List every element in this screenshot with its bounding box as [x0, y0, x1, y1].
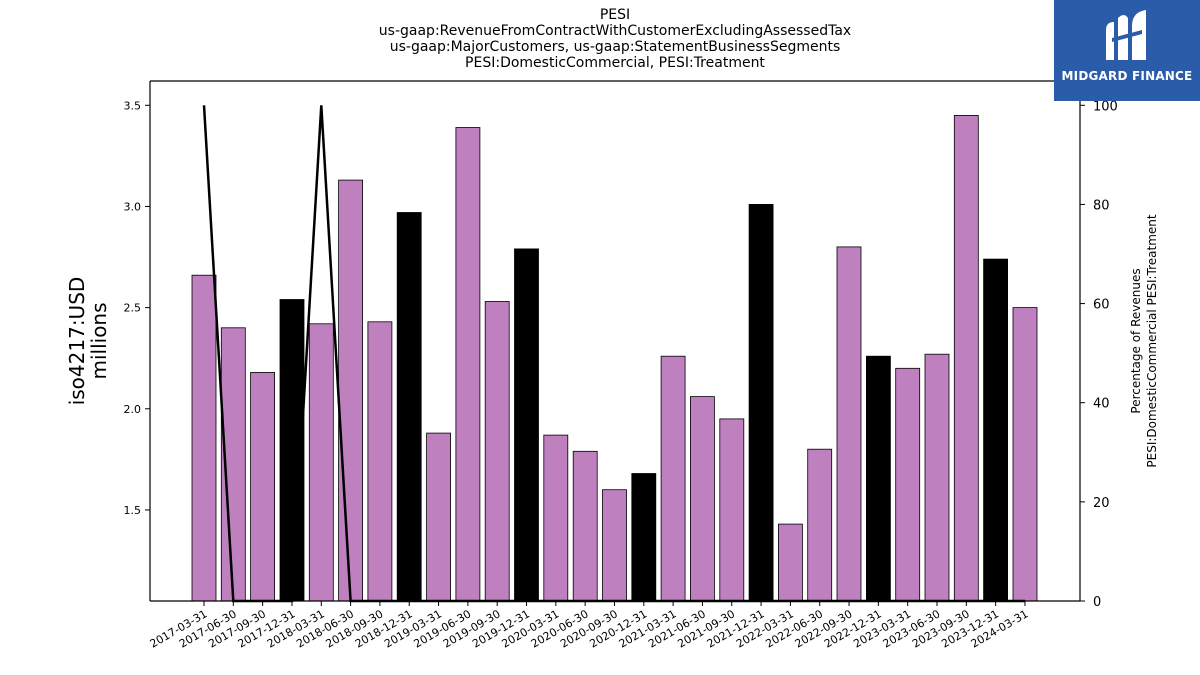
bar [866, 355, 891, 602]
y2-tick-label: 0 [1093, 595, 1101, 610]
bar [778, 523, 803, 602]
y2-tick-label: 100 [1093, 99, 1118, 114]
bar [631, 473, 657, 602]
bar [543, 434, 569, 602]
y-axis-label: iso4217:USDmillions [65, 277, 111, 406]
bar [191, 274, 217, 602]
bar [426, 432, 452, 602]
y-tick-label: 3.0 [124, 200, 142, 213]
chart-title-line-2: us-gaap:RevenueFromContractWithCustomerE… [378, 23, 852, 39]
chart-title-line-4: PESI:DomesticCommercial, PESI:Treatment [465, 55, 765, 71]
bar [983, 258, 1008, 602]
chart-title-line-3: us-gaap:MajorCustomers, us-gaap:Statemen… [389, 39, 841, 55]
bar [1012, 307, 1038, 602]
bar [367, 321, 393, 602]
chart-title-line-1: PESI [599, 7, 631, 23]
brand-name: MIDGARD FINANCE [1061, 69, 1193, 83]
y2-axis-label-line: PESI:DomesticCommercial PESI:Treatment [1145, 214, 1159, 468]
brand-logo: MIDGARD FINANCE [1054, 0, 1200, 101]
bar [338, 179, 364, 602]
bar [953, 115, 979, 602]
y2-axis-label-line: Percentage of Revenues [1129, 268, 1143, 413]
y2-tick-label: 60 [1093, 298, 1110, 313]
bar [719, 418, 745, 602]
y-tick-label: 2.0 [124, 403, 142, 416]
bar [660, 355, 686, 602]
y-tick-label: 3.5 [124, 99, 142, 112]
bar [396, 212, 422, 602]
bar [308, 323, 334, 602]
bar [924, 353, 950, 602]
bar [836, 246, 862, 602]
bar [514, 248, 539, 602]
bar [690, 396, 715, 602]
brand-mark-icon [1106, 10, 1146, 60]
bar [895, 367, 921, 602]
y2-tick-label: 20 [1093, 496, 1110, 511]
bar [484, 301, 510, 602]
bar [250, 371, 276, 602]
y-tick-label: 1.5 [124, 504, 142, 517]
bar [602, 489, 627, 602]
bar [748, 203, 774, 602]
y2-tick-label: 40 [1093, 397, 1110, 412]
bar [455, 127, 481, 602]
y2-tick-label: 80 [1093, 198, 1110, 213]
bar [807, 448, 833, 602]
bar [572, 450, 598, 602]
y-tick-label: 2.5 [124, 302, 142, 315]
